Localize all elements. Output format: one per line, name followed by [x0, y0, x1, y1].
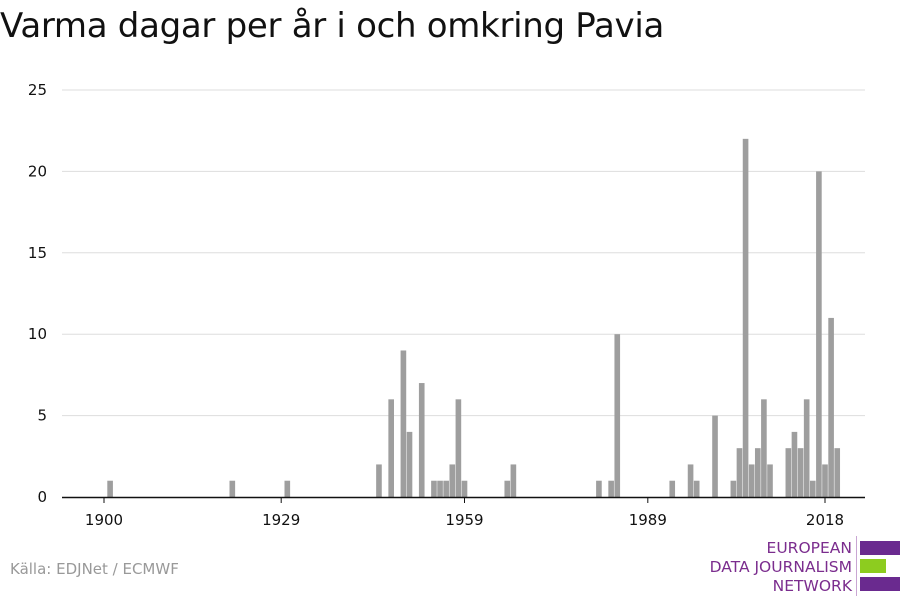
- y-tick-label: 5: [37, 407, 47, 425]
- bar: [461, 480, 468, 497]
- bar: [229, 480, 236, 497]
- source-note: Källa: EDJNet / ECMWF: [10, 560, 179, 578]
- bar: [443, 480, 449, 497]
- bar: [437, 480, 443, 497]
- bar: [510, 464, 517, 497]
- logo-bar-green: [860, 559, 886, 573]
- logo-divider: [856, 536, 857, 596]
- x-tick-label: 2018: [806, 511, 844, 529]
- bar: [748, 464, 755, 497]
- bar: [809, 480, 816, 497]
- edjnet-logo: EUROPEAN DATA JOURNALISM NETWORK: [690, 536, 900, 596]
- logo-line-3: NETWORK: [772, 577, 852, 595]
- bar: [828, 317, 834, 497]
- bar: [596, 480, 602, 497]
- bar: [388, 399, 394, 497]
- logo-bar-purple-bottom: [860, 577, 900, 591]
- bar: [614, 334, 621, 497]
- bar: [608, 480, 614, 497]
- bar: [822, 464, 828, 497]
- bar: [455, 399, 462, 497]
- bar: [693, 480, 700, 497]
- y-tick-label: 20: [28, 162, 47, 180]
- x-tick-label: 1959: [445, 511, 483, 529]
- bar: [431, 480, 437, 497]
- bar: [669, 480, 676, 497]
- x-tick-label: 1900: [85, 511, 123, 529]
- logo-bar-purple-top: [860, 541, 900, 555]
- bar: [449, 464, 456, 497]
- bar: [761, 399, 767, 497]
- bar: [504, 480, 511, 497]
- bar: [107, 480, 113, 497]
- bar: [797, 448, 804, 497]
- bar: [754, 448, 761, 497]
- logo-line-1: EUROPEAN: [766, 539, 852, 557]
- bar: [284, 480, 291, 497]
- bar: [712, 415, 718, 497]
- bar: [791, 431, 798, 497]
- bar: [400, 350, 407, 497]
- bar: [406, 431, 413, 497]
- y-tick-label: 0: [37, 488, 47, 506]
- y-tick-label: 15: [28, 244, 47, 262]
- bar: [418, 383, 425, 497]
- x-tick-label: 1989: [629, 511, 667, 529]
- y-tick-label: 10: [28, 325, 47, 343]
- chart-title: Varma dagar per år i och omkring Pavia: [0, 6, 665, 46]
- logo-line-2: DATA JOURNALISM: [709, 558, 852, 576]
- bar: [736, 448, 743, 497]
- bar: [785, 448, 792, 497]
- bar: [816, 171, 822, 497]
- bar: [803, 399, 810, 497]
- bar: [376, 464, 382, 497]
- x-tick-label: 1929: [262, 511, 300, 529]
- bar: [834, 448, 841, 497]
- bar: [730, 480, 737, 497]
- bar: [767, 464, 773, 497]
- bar: [742, 138, 749, 497]
- bar: [687, 464, 694, 497]
- y-tick-label: 25: [28, 81, 47, 99]
